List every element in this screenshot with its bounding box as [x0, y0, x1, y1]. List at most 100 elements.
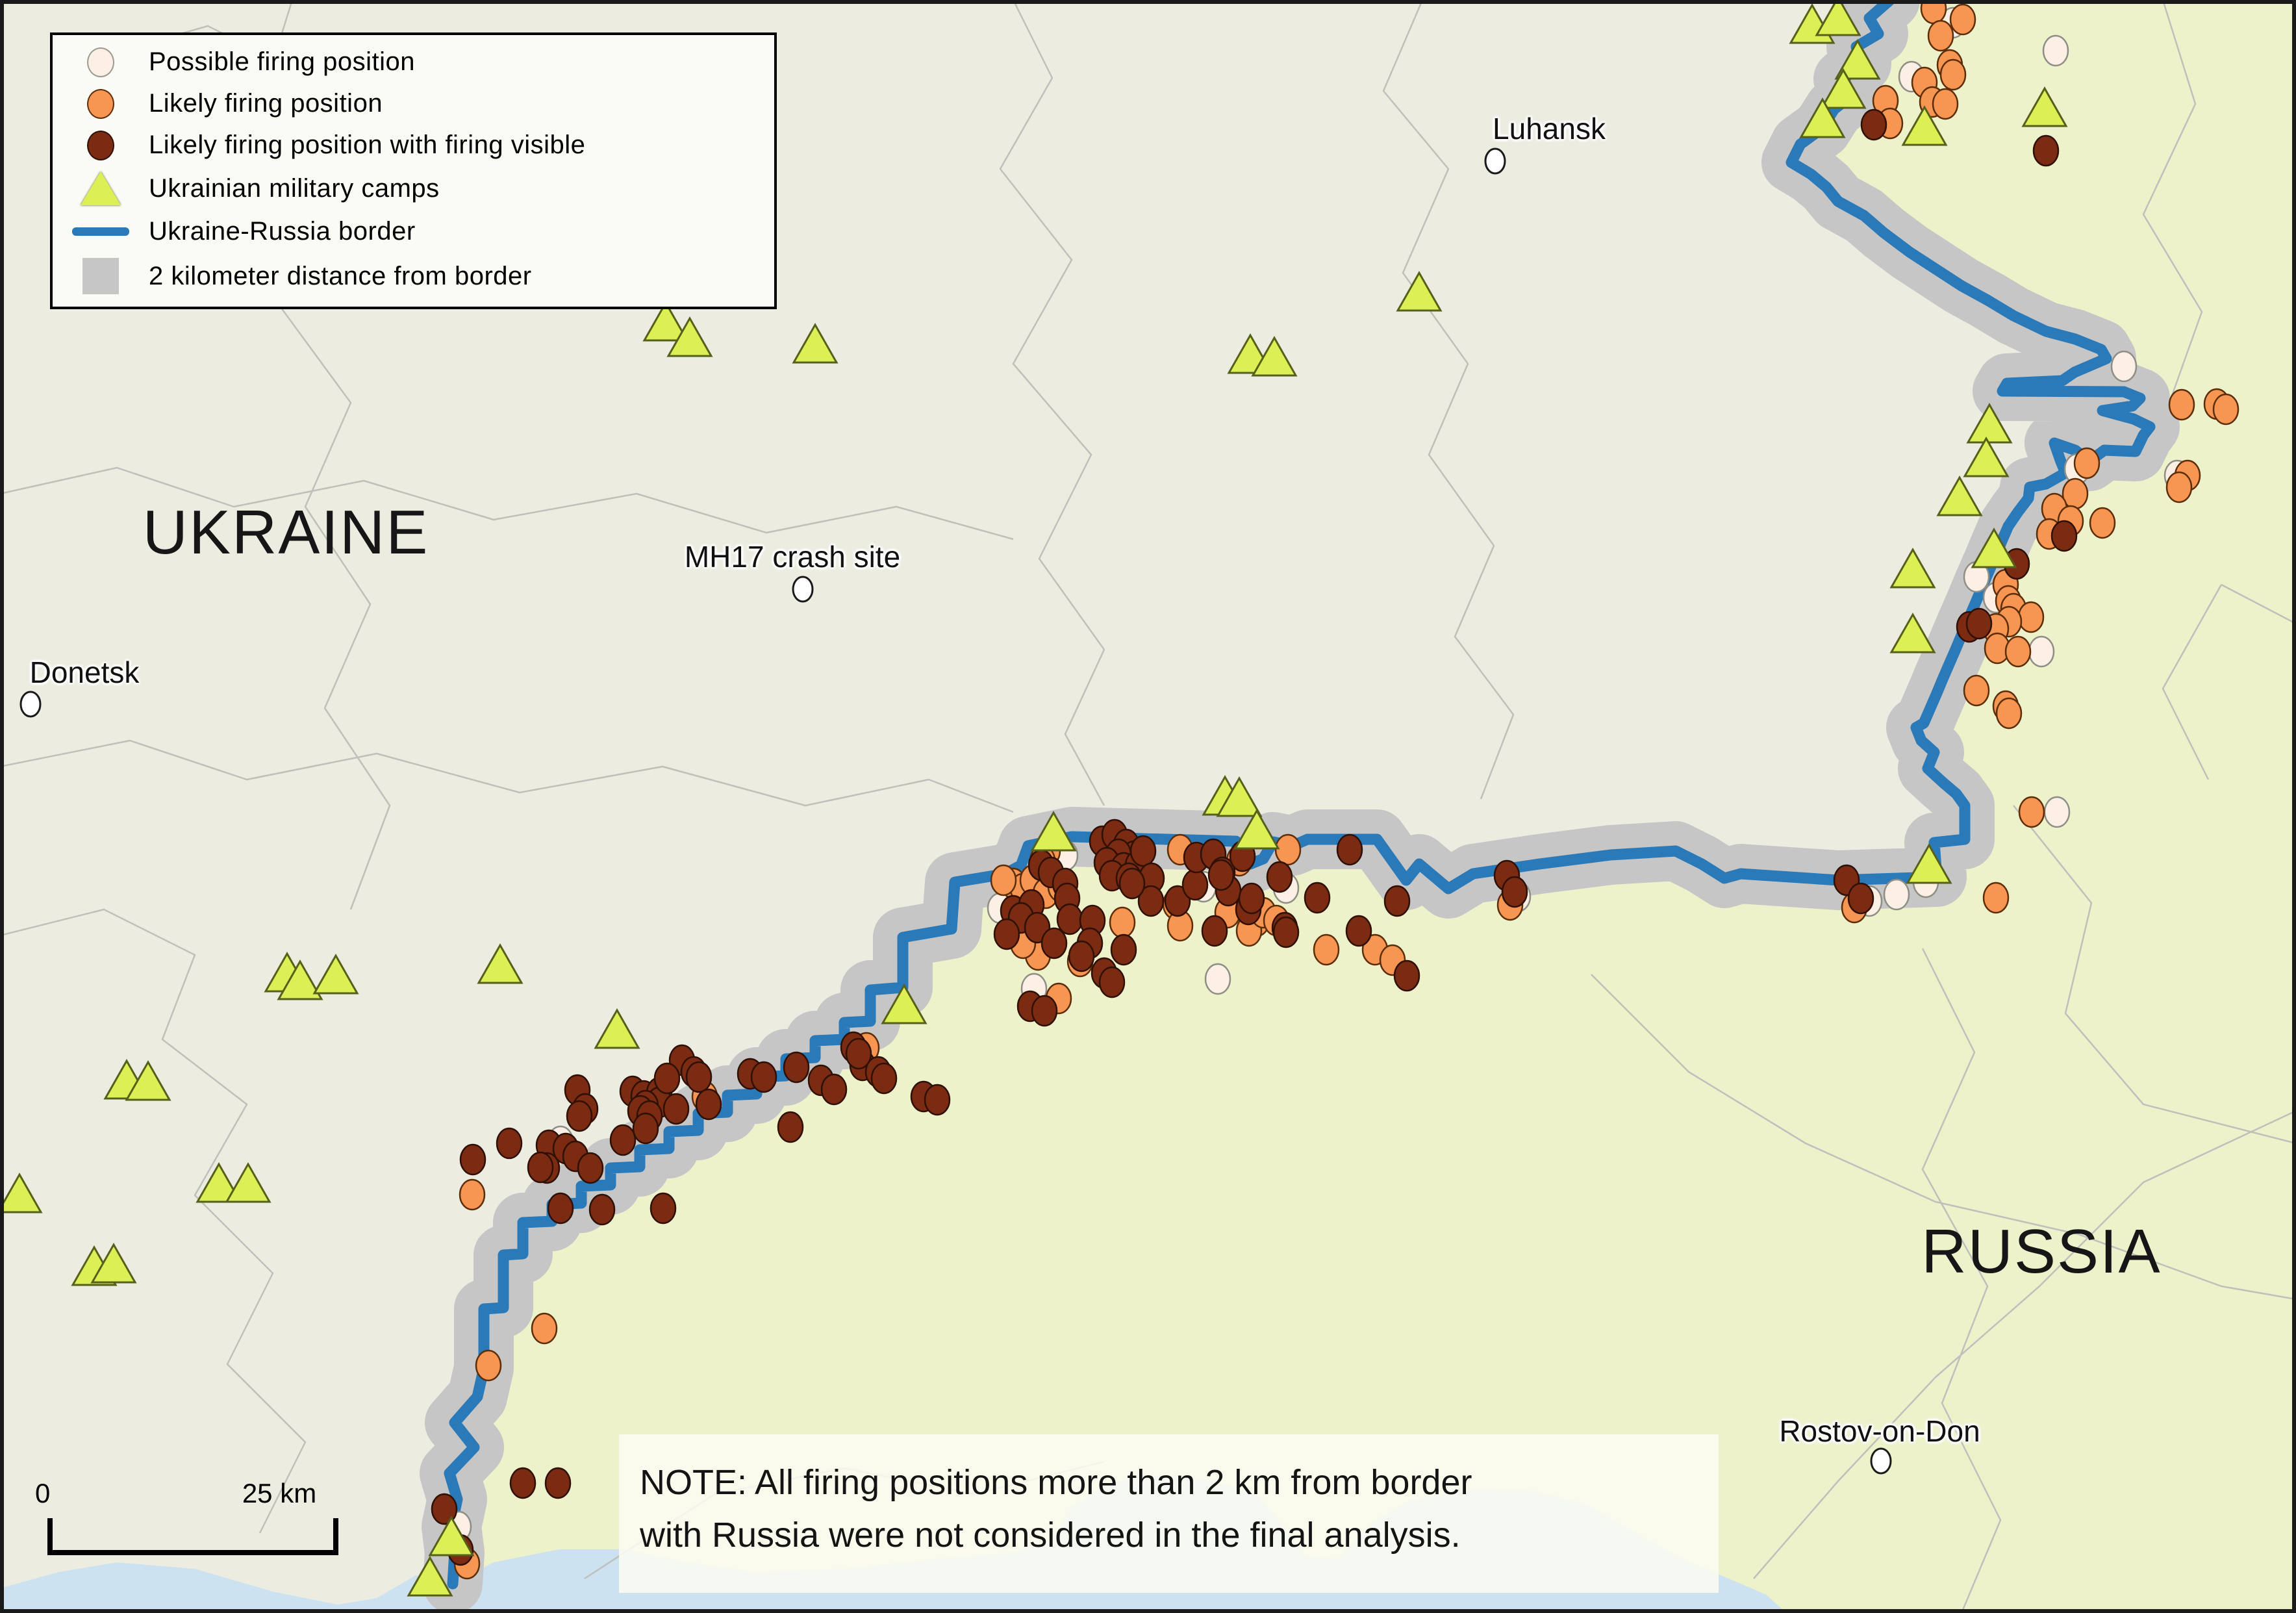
- admin-boundary-line: [1753, 1110, 2296, 1579]
- city-marker-mh17-crash-site: [792, 576, 814, 603]
- firing-visible-position-marker: [459, 1143, 486, 1176]
- admin-boundary-line: [1921, 948, 2002, 1613]
- likely-firing-position-marker: [1920, 0, 1947, 25]
- firing-visible-position-marker: [609, 1124, 637, 1156]
- possible-firing-position-marker: [2042, 34, 2069, 67]
- firing-visible-position-marker: [544, 1467, 572, 1499]
- ukrainian-military-camp-marker: [594, 1008, 640, 1049]
- firing-visible-position-marker: [1181, 869, 1209, 901]
- likely-firing-position-marker: [2017, 601, 2045, 633]
- firing-visible-position-marker: [1201, 915, 1228, 947]
- possible-firing-position-icon: [87, 47, 114, 77]
- legend-label: Likely firing position: [149, 89, 383, 118]
- scale-bar-zero-label: 0: [35, 1478, 51, 1508]
- firing-visible-position-marker: [1129, 835, 1157, 867]
- firing-visible-position-marker: [662, 1093, 690, 1125]
- firing-visible-position-marker: [695, 1088, 722, 1121]
- city-label-luhansk: Luhansk: [1493, 112, 1606, 146]
- ukrainian-military-camp-marker: [1906, 843, 1952, 884]
- city-marker-luhansk: [1484, 147, 1506, 175]
- military-camp-icon: [81, 171, 121, 206]
- legend: Possible firing position Likely firing p…: [50, 32, 777, 309]
- ukrainian-military-camp-marker: [881, 983, 927, 1024]
- scale-bar: 0 25 km: [26, 1478, 351, 1569]
- firing-visible-position-marker: [1501, 876, 1528, 908]
- firing-visible-position-marker: [496, 1127, 523, 1160]
- likely-firing-position-marker: [1274, 833, 1302, 866]
- firing-visible-position-marker: [566, 1100, 593, 1132]
- firing-visible-position-marker: [1164, 885, 1191, 917]
- firing-visible-position-marker: [750, 1061, 777, 1093]
- ukrainian-military-camp-marker: [1216, 776, 1263, 817]
- ukrainian-military-camp-marker: [90, 1242, 137, 1284]
- firing-visible-position-marker: [1847, 882, 1874, 915]
- firing-visible-position-marker: [2032, 134, 2060, 167]
- likely-firing-position-icon: [87, 88, 114, 119]
- firing-visible-position-marker: [1098, 966, 1126, 998]
- firing-visible-position-marker: [820, 1073, 848, 1106]
- firing-visible-position-marker: [1393, 959, 1420, 992]
- admin-boundary-line: [2221, 583, 2296, 625]
- legend-item-band: 2 kilometer distance from border: [64, 258, 763, 295]
- ukrainian-military-camp-marker: [0, 1172, 43, 1213]
- firing-visible-position-marker: [1336, 833, 1363, 866]
- firing-visible-position-marker: [1056, 903, 1083, 935]
- firing-visible-position-marker: [924, 1084, 951, 1116]
- note-text-line2: with Russia were not considered in the f…: [640, 1516, 1461, 1555]
- likely-firing-position-marker: [2165, 471, 2193, 503]
- ukrainian-military-camp-marker: [1936, 475, 1983, 516]
- ukrainian-military-camp-marker: [1815, 0, 1861, 36]
- legend-label: Likely firing position with firing visib…: [149, 131, 586, 160]
- firing-visible-position-marker: [588, 1193, 616, 1226]
- ukrainian-military-camp-marker: [792, 322, 839, 364]
- firing-visible-position-marker: [1207, 859, 1235, 891]
- city-label-donetsk: Donetsk: [29, 655, 140, 689]
- legend-item-border: Ukraine-Russia border: [64, 217, 763, 246]
- firing-visible-position-marker: [632, 1112, 659, 1145]
- firing-visible-position-marker: [870, 1062, 898, 1095]
- ukrainian-military-camp-marker: [1799, 97, 1846, 138]
- likely-firing-position-marker: [475, 1349, 502, 1382]
- distance-band-icon: [82, 258, 119, 295]
- city-marker-rostov-on-don: [1870, 1447, 1892, 1475]
- legend-label: 2 kilometer distance from border: [149, 261, 532, 290]
- firing-visible-position-marker: [1068, 940, 1095, 972]
- note-text-line1: NOTE: All firing positions more than 2 k…: [640, 1463, 1472, 1502]
- ukrainian-military-camp-marker: [666, 316, 713, 357]
- possible-firing-position-marker: [2110, 350, 2138, 383]
- likely-firing-position-marker: [1963, 674, 1990, 707]
- ukrainian-military-camp-marker: [642, 300, 689, 342]
- likely-firing-position-marker: [2004, 635, 2032, 668]
- firing-visible-position-marker: [1238, 882, 1265, 915]
- likely-firing-position-marker: [1995, 697, 2023, 730]
- legend-item-visible: Likely firing position with firing visib…: [64, 130, 763, 160]
- ukrainian-military-camp-marker: [1834, 38, 1881, 80]
- firing-visible-position-marker: [1345, 915, 1372, 947]
- admin-boundary-line: [2142, 0, 2203, 403]
- ukrainian-military-camp-marker: [1030, 810, 1077, 852]
- possible-firing-position-marker: [1883, 878, 1910, 911]
- firing-visible-position-marker: [650, 1192, 677, 1225]
- legend-item-possible: Possible firing position: [64, 47, 763, 77]
- ukrainian-military-camp-marker: [225, 1162, 271, 1203]
- likely-firing-position-marker: [1109, 906, 1136, 939]
- russia-region: [449, 0, 2296, 1613]
- firing-visible-position-marker: [685, 1061, 713, 1093]
- ukrainian-military-camp-marker: [428, 1515, 475, 1556]
- ukrainian-military-camp-marker: [312, 953, 359, 995]
- firing-visible-position-marker: [1860, 108, 1887, 141]
- firing-visible-position-marker: [577, 1152, 604, 1184]
- firing-visible-position-marker: [1965, 607, 1993, 640]
- firing-visible-position-marker: [1137, 885, 1165, 917]
- firing-visible-position-marker: [527, 1151, 554, 1184]
- ukrainian-military-camp-marker: [125, 1060, 171, 1101]
- likely-firing-position-marker: [1932, 88, 1959, 120]
- admin-boundary-line: [2162, 584, 2223, 780]
- ukrainian-military-camp-marker: [407, 1555, 453, 1597]
- likely-firing-position-marker: [1939, 58, 1967, 91]
- firing-visible-position-marker: [1272, 916, 1300, 948]
- ukrainian-military-camp-marker: [2021, 86, 2068, 127]
- firing-visible-position-marker: [547, 1192, 574, 1225]
